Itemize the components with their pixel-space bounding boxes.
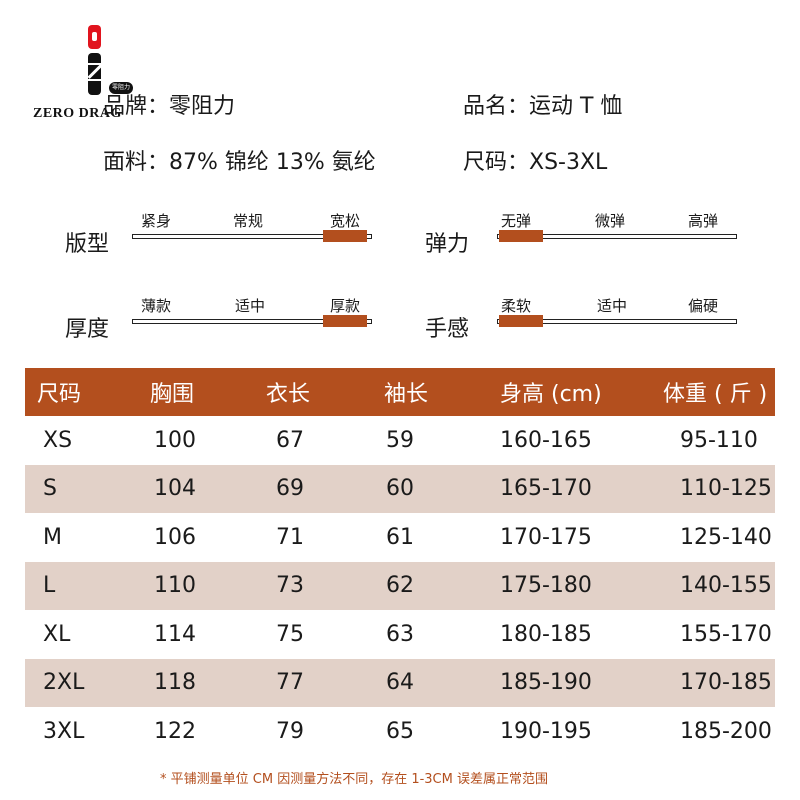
header-length: 衣长 [266, 382, 311, 407]
size-range-info: 尺码：XS-3XL [463, 150, 608, 175]
cell-weight: 170-185 [680, 670, 772, 696]
attr-hand-feel-indicator [499, 315, 543, 327]
header-weight: 体重 ( 斤 ) [663, 382, 768, 407]
cell-weight: 125-140 [680, 524, 772, 550]
brand-logo: 零阻力 ZERO DRAG [30, 20, 140, 121]
cell-size: XS [43, 427, 73, 453]
attr-elasticity-option-slight: 微弹 [595, 212, 626, 230]
attr-fit-option-regular: 常规 [233, 212, 264, 230]
attr-thickness-option-thin: 薄款 [141, 297, 172, 315]
cell-chest: 110 [154, 573, 196, 599]
attr-hand-feel-option-firm: 偏硬 [688, 297, 719, 315]
attr-hand-feel-option-medium: 适中 [597, 297, 628, 315]
cell-height: 175-180 [500, 573, 592, 599]
fabric-info: 面料：87% 锦纶 13% 氨纶 [103, 150, 376, 175]
table-row: XS 100 67 59 160-165 95-110 [25, 416, 775, 465]
cell-weight: 110-125 [680, 476, 772, 502]
logo-black-bar-top [88, 53, 101, 63]
brand-info: 品牌：零阻力 [103, 94, 236, 119]
logo-badge: 零阻力 [109, 82, 133, 94]
attr-thickness-option-thick: 厚款 [330, 297, 361, 315]
cell-sleeve: 60 [386, 476, 414, 502]
cell-height: 180-185 [500, 621, 592, 647]
cell-height: 160-165 [500, 427, 592, 453]
attr-fit-label: 版型 [65, 232, 110, 257]
cell-sleeve: 65 [386, 718, 414, 744]
attr-fit-indicator [323, 230, 367, 242]
attr-elasticity-option-none: 无弹 [501, 212, 532, 230]
cell-sleeve: 61 [386, 524, 414, 550]
cell-length: 77 [276, 670, 304, 696]
attr-thickness: 厚度 薄款 适中 厚款 [65, 295, 425, 355]
cell-chest: 106 [154, 524, 196, 550]
cell-height: 170-175 [500, 524, 592, 550]
cell-length: 79 [276, 718, 304, 744]
attr-elasticity: 弹力 无弹 微弹 高弹 [425, 210, 785, 270]
attr-thickness-label: 厚度 [65, 317, 110, 342]
cell-size: 2XL [43, 670, 85, 696]
cell-weight: 155-170 [680, 621, 772, 647]
cell-weight: 140-155 [680, 573, 772, 599]
table-row: S 104 69 60 165-170 110-125 [25, 464, 775, 513]
cell-height: 185-190 [500, 670, 592, 696]
cell-sleeve: 63 [386, 621, 414, 647]
product-name-info: 品名：运动 T 恤 [463, 94, 623, 119]
attr-hand-feel-label: 手感 [425, 317, 470, 342]
attr-fit-option-tight: 紧身 [141, 212, 172, 230]
cell-size: XL [43, 621, 71, 647]
cell-weight: 95-110 [680, 427, 758, 453]
attr-hand-feel: 手感 柔软 适中 偏硬 [425, 295, 785, 355]
attr-thickness-track [132, 319, 372, 324]
logo-z-mark [88, 65, 101, 79]
cell-chest: 118 [154, 670, 196, 696]
header-height: 身高 (cm) [500, 382, 602, 407]
cell-length: 69 [276, 476, 304, 502]
cell-sleeve: 62 [386, 573, 414, 599]
cell-length: 71 [276, 524, 304, 550]
logo-black-bar-bottom [88, 81, 101, 95]
attr-elasticity-label: 弹力 [425, 232, 470, 257]
attr-thickness-indicator [323, 315, 367, 327]
logo-wordmark: ZERO DRAG [33, 106, 122, 121]
table-row: XL 114 75 63 180-185 155-170 [25, 610, 775, 659]
cell-size: L [43, 573, 56, 599]
table-row: L 110 73 62 175-180 140-155 [25, 561, 775, 610]
cell-length: 73 [276, 573, 304, 599]
cell-height: 165-170 [500, 476, 592, 502]
cell-chest: 104 [154, 476, 196, 502]
table-row: M 106 71 61 170-175 125-140 [25, 513, 775, 562]
attr-thickness-option-medium: 适中 [235, 297, 266, 315]
attr-hand-feel-track [497, 319, 737, 324]
cell-sleeve: 64 [386, 670, 414, 696]
table-row: 3XL 122 79 65 190-195 185-200 [25, 707, 775, 756]
cell-height: 190-195 [500, 718, 592, 744]
cell-length: 67 [276, 427, 304, 453]
cell-sleeve: 59 [386, 427, 414, 453]
cell-size: S [43, 476, 57, 502]
attr-fit-option-loose: 宽松 [330, 212, 361, 230]
attr-elasticity-track [497, 234, 737, 239]
measurement-footnote: * 平铺测量单位 CM 因测量方法不同，存在 1-3CM 误差属正常范围 [160, 772, 548, 787]
cell-chest: 114 [154, 621, 196, 647]
header-size: 尺码 [37, 382, 82, 407]
attr-elasticity-indicator [499, 230, 543, 242]
header-sleeve: 袖长 [384, 382, 429, 407]
attr-fit: 版型 紧身 常规 宽松 [65, 210, 425, 270]
table-row: 2XL 118 77 64 185-190 170-185 [25, 658, 775, 707]
attr-hand-feel-option-soft: 柔软 [501, 297, 532, 315]
attr-elasticity-option-high: 高弹 [688, 212, 719, 230]
header-chest: 胸围 [150, 382, 195, 407]
size-chart-table: 尺码 胸围 衣长 袖长 身高 (cm) 体重 ( 斤 ) XS 100 67 5… [25, 368, 775, 756]
cell-size: M [43, 524, 62, 550]
logo-red-bar [88, 25, 101, 49]
cell-chest: 100 [154, 427, 196, 453]
cell-size: 3XL [43, 718, 85, 744]
cell-length: 75 [276, 621, 304, 647]
cell-chest: 122 [154, 718, 196, 744]
table-header-row: 尺码 胸围 衣长 袖长 身高 (cm) 体重 ( 斤 ) [25, 368, 775, 416]
cell-weight: 185-200 [680, 718, 772, 744]
attr-fit-track [132, 234, 372, 239]
